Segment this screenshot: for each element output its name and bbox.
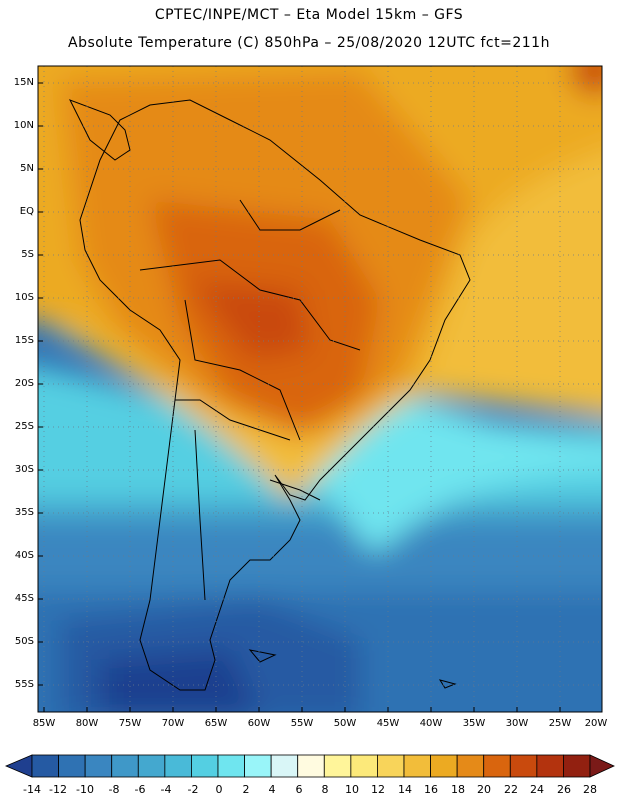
lon-label-25w: 25W (548, 718, 572, 729)
colorbar-label: 18 (451, 783, 465, 796)
colorbar-label: -4 (160, 783, 172, 796)
lat-label-45s: 45S (14, 593, 34, 604)
colorbar-cell (191, 754, 219, 778)
colorbar-cell (244, 754, 272, 778)
colorbar-cell (403, 754, 431, 778)
map-frame (37, 65, 603, 713)
colorbar-label: 14 (398, 783, 412, 796)
colorbar-arrow-high (589, 754, 615, 778)
lat-label-25s: 25S (14, 421, 34, 432)
lon-label-20w: 20W (584, 718, 608, 729)
colorbar-label: 20 (477, 783, 491, 796)
lat-label-30s: 30S (14, 464, 34, 475)
lon-label-50w: 50W (333, 718, 357, 729)
colorbar-cell (563, 754, 591, 778)
colorbar-cell (164, 754, 192, 778)
colorbar-label: -10 (76, 783, 94, 796)
lon-label-60w: 60W (247, 718, 271, 729)
colorbar-label: 12 (371, 783, 385, 796)
lat-label-50s: 50S (14, 636, 34, 647)
lat-label-40s: 40S (14, 550, 34, 561)
temperature-field (38, 66, 602, 712)
colorbar-label: 26 (557, 783, 571, 796)
lat-label-15n: 15N (13, 77, 34, 88)
lon-label-40w: 40W (419, 718, 443, 729)
colorbar-cell (483, 754, 511, 778)
colorbar-cell (323, 754, 352, 778)
lon-label-65w: 65W (204, 718, 228, 729)
colorbar-label: 4 (268, 783, 276, 796)
axis-ticks (38, 82, 561, 712)
colorbar-label: -12 (49, 783, 67, 796)
lat-label-15s: 15S (14, 335, 34, 346)
lat-label-35s: 35S (14, 507, 34, 518)
colorbar-label: 8 (321, 783, 329, 796)
colorbar-label: 2 (242, 783, 250, 796)
lon-label-35w: 35W (462, 718, 486, 729)
colorbar-label: 16 (424, 783, 438, 796)
colorbar-cell (111, 754, 139, 778)
map-title-line2: Absolute Temperature (C) 850hPa – 25/08/… (68, 35, 550, 51)
map-title-line1: CPTEC/INPE/MCT – Eta Model 15km – GFS (154, 7, 464, 23)
graticule (38, 66, 602, 712)
colorbar-label: -6 (134, 783, 146, 796)
colorbar-label: -8 (108, 783, 120, 796)
lon-label-45w: 45W (376, 718, 400, 729)
lat-label-5n: 5N (20, 163, 34, 174)
lat-label-55s: 55S (14, 679, 34, 690)
country-borders (68, 99, 471, 691)
colorbar-cell (509, 754, 538, 778)
colorbar-cell (270, 754, 299, 778)
lon-label-75w: 75W (118, 718, 142, 729)
colorbar-label: 0 (215, 783, 223, 796)
colorbar-cell (84, 754, 113, 778)
lon-label-55w: 55W (290, 718, 314, 729)
colorbar-label: -14 (23, 783, 41, 796)
colorbar-label: 10 (345, 783, 359, 796)
colorbar-cell (137, 754, 166, 778)
lat-label-10s: 10S (14, 292, 34, 303)
colorbar-cell (377, 754, 405, 778)
lon-label-70w: 70W (161, 718, 185, 729)
colorbar-cell (350, 754, 378, 778)
lat-label-10n: 10N (13, 120, 34, 131)
colorbar-cell (536, 754, 564, 778)
lon-label-85w: 85W (32, 718, 56, 729)
lat-label-eq: EQ (19, 206, 34, 217)
lon-label-80w: 80W (75, 718, 99, 729)
colorbar-cell (297, 754, 325, 778)
colorbar-label: 22 (504, 783, 518, 796)
colorbar-label: 24 (530, 783, 544, 796)
lat-label-20s: 20S (14, 378, 34, 389)
colorbar-cell (217, 754, 245, 778)
lon-label-30w: 30W (505, 718, 529, 729)
colorbar-cell (58, 754, 86, 778)
colorbar-label: 28 (583, 783, 597, 796)
lat-label-5s: 5S (21, 249, 34, 260)
colorbar-cell (430, 754, 458, 778)
colorbar-arrow-low (4, 754, 33, 778)
colorbar-cell (31, 754, 59, 778)
colorbar-label: 6 (295, 783, 303, 796)
colorbar-cell (456, 754, 485, 778)
colorbar-label: -2 (187, 783, 199, 796)
